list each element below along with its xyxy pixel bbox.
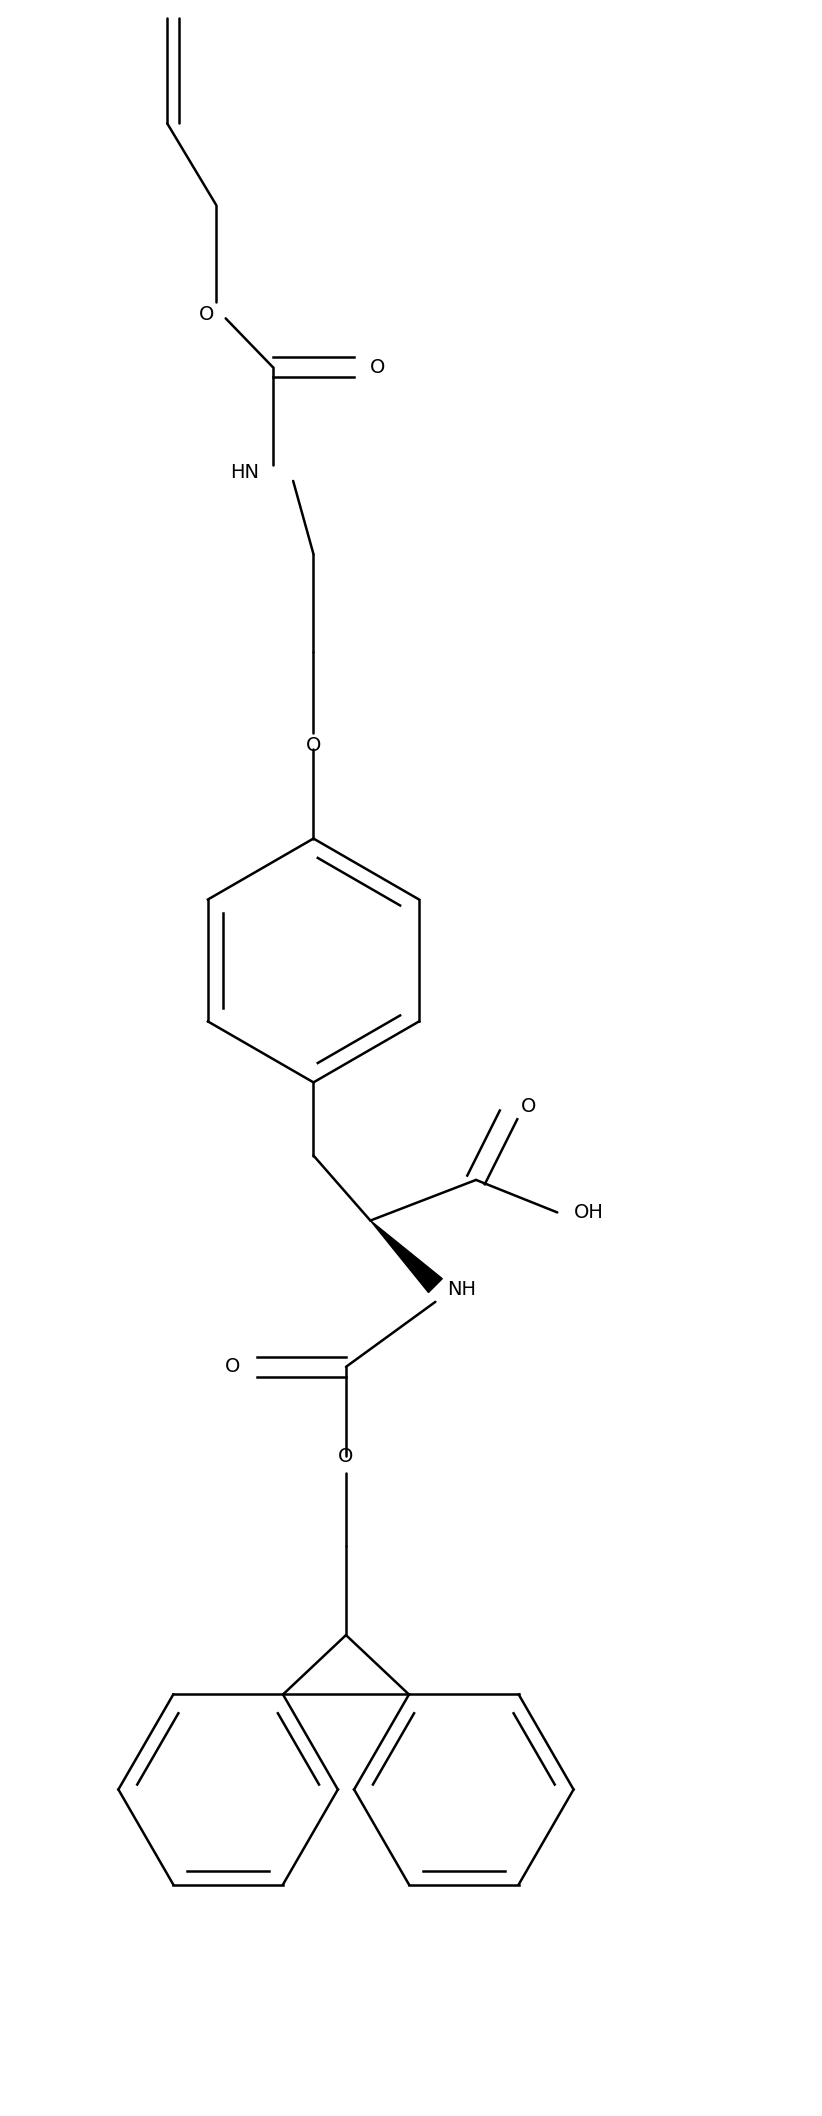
Text: O: O bbox=[371, 358, 386, 377]
Text: O: O bbox=[339, 1447, 353, 1466]
Text: NH: NH bbox=[447, 1280, 477, 1299]
Text: HN: HN bbox=[230, 463, 259, 482]
Text: O: O bbox=[306, 736, 321, 755]
Text: OH: OH bbox=[574, 1202, 603, 1221]
Polygon shape bbox=[371, 1221, 442, 1293]
Text: O: O bbox=[225, 1356, 240, 1375]
Text: O: O bbox=[520, 1098, 536, 1117]
Text: O: O bbox=[198, 305, 214, 324]
